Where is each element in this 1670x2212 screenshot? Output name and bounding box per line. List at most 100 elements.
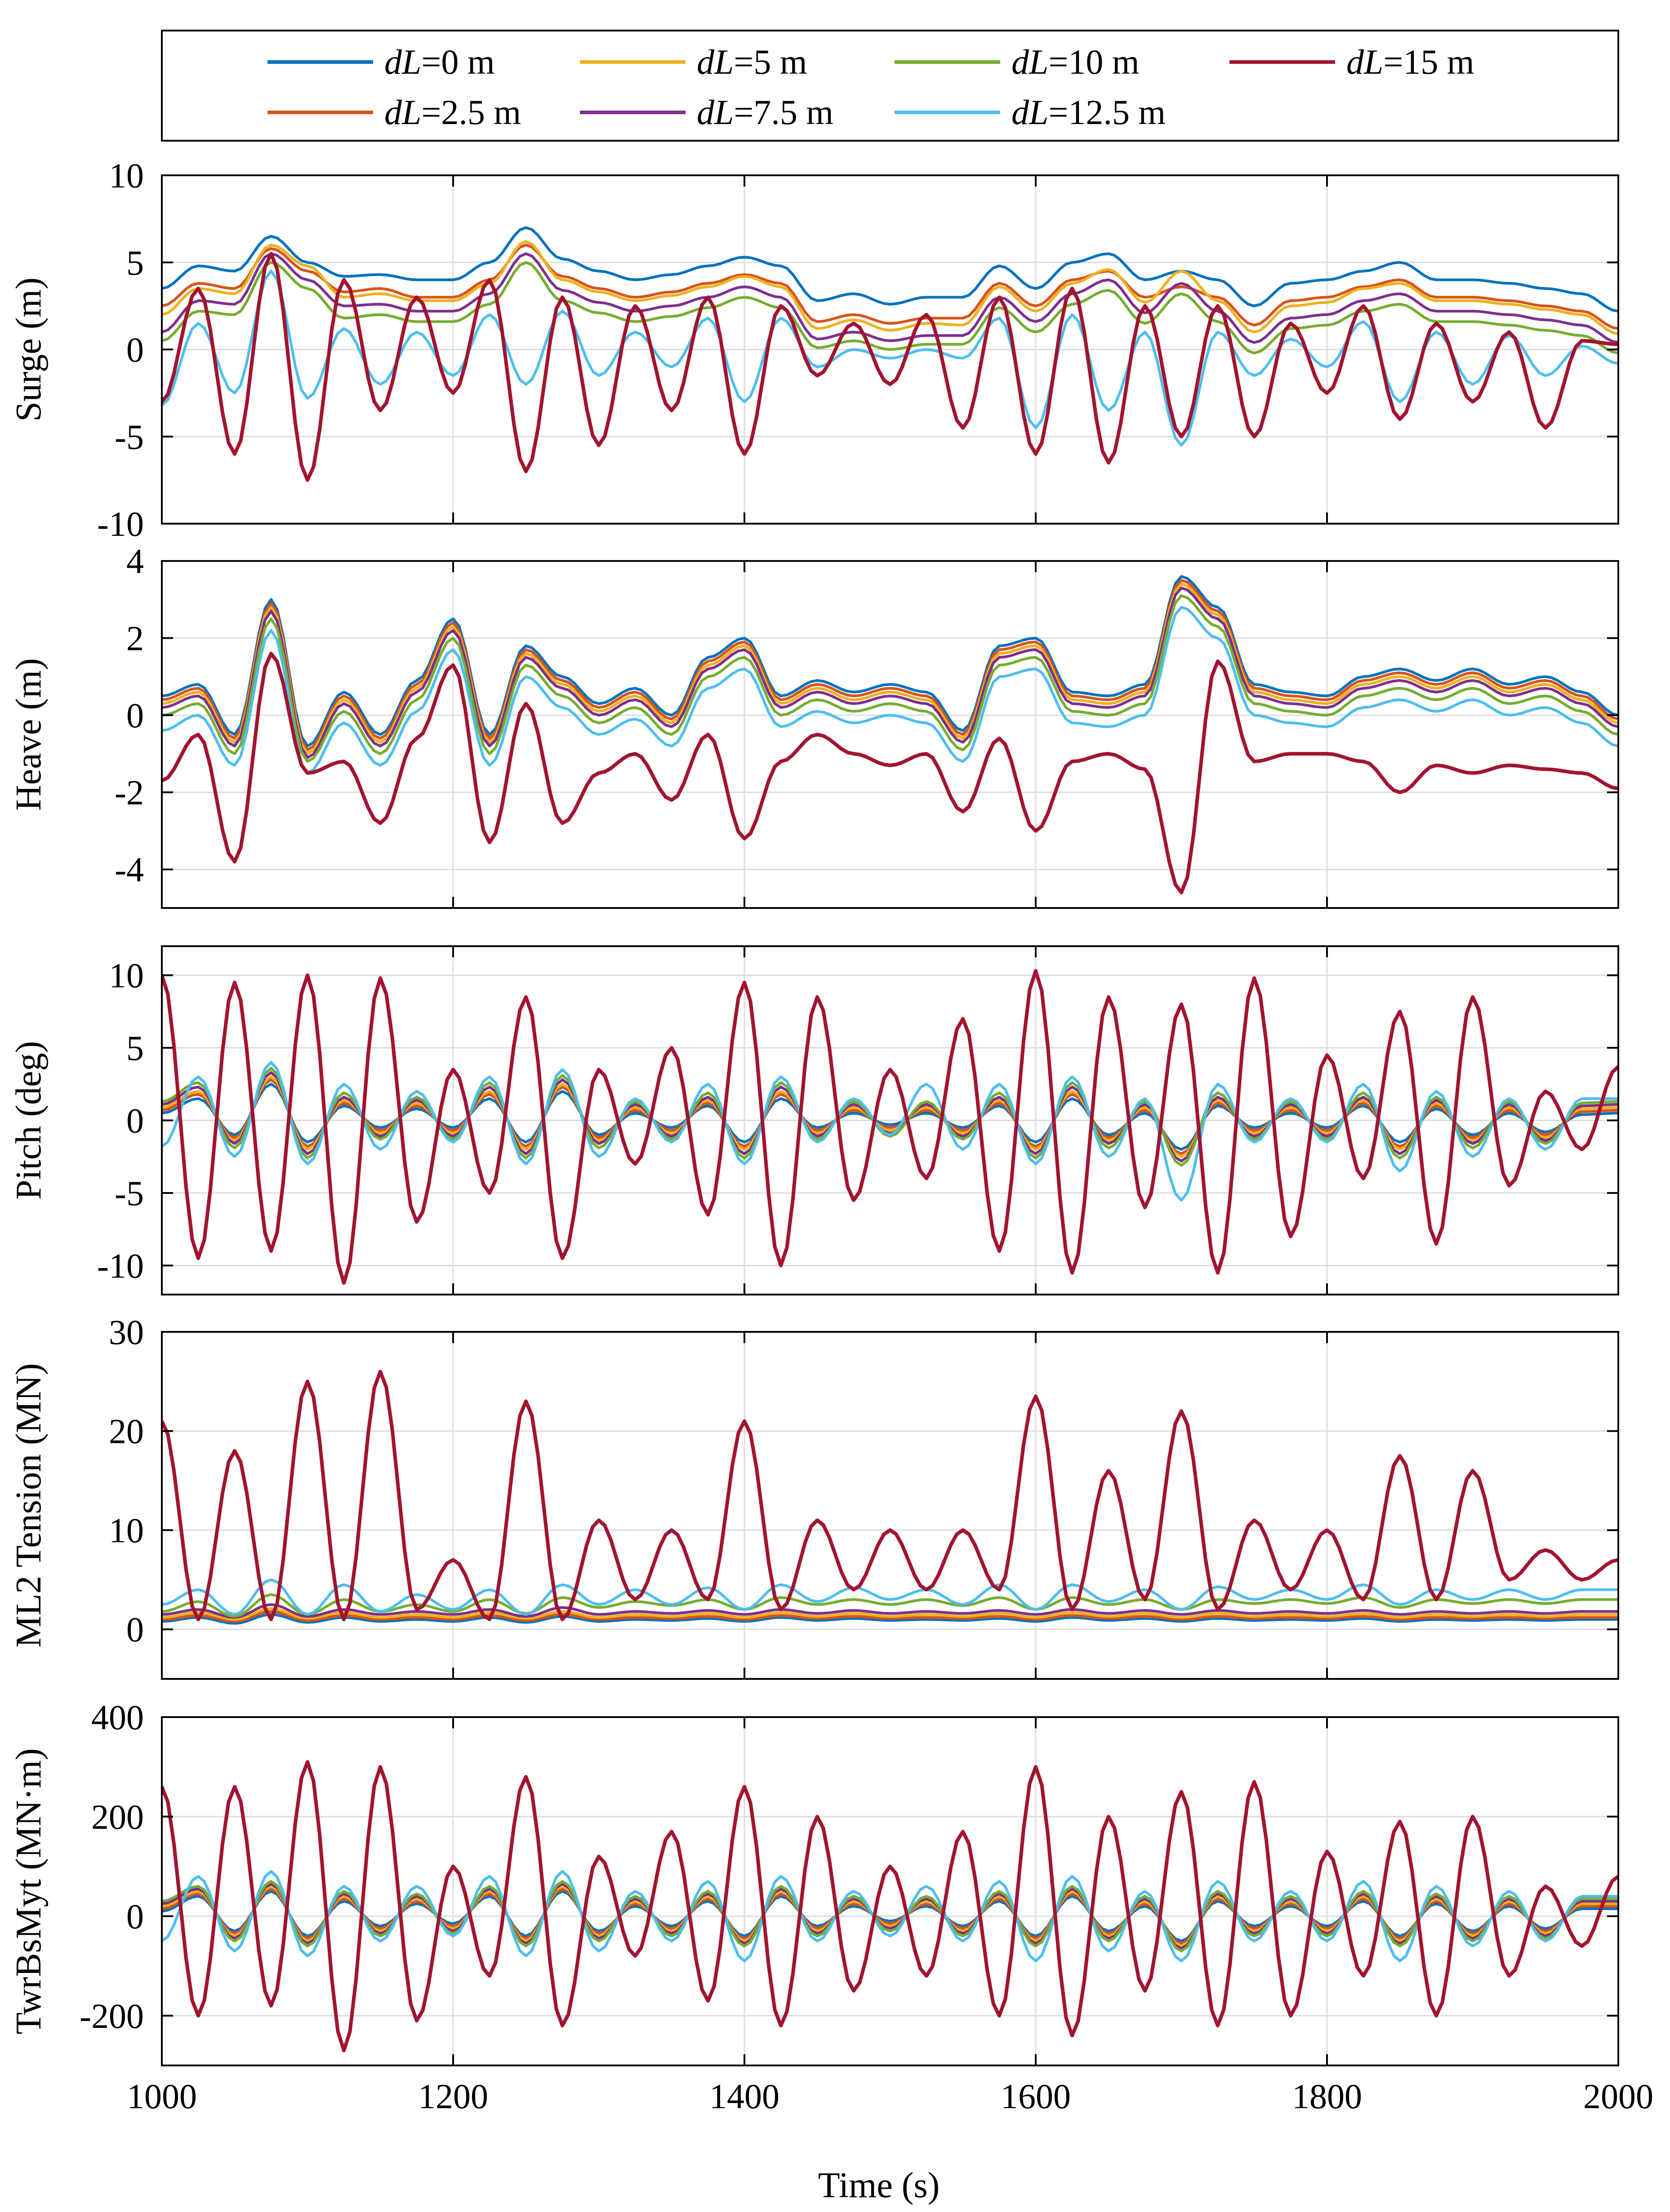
x-tick-label: 1400 — [709, 2077, 779, 2116]
panel-2: -4 -2 0 2 4 Heave (m) — [9, 542, 1619, 909]
legend-var: dL — [1011, 93, 1048, 132]
series-line — [162, 1760, 1618, 2052]
x-tick-label: 1800 — [1292, 2077, 1362, 2116]
y-tick-label: -10 — [97, 504, 144, 543]
series-line — [162, 1607, 1618, 1621]
y-tick-label: 5 — [126, 1028, 144, 1068]
y-tick-label: 0 — [126, 330, 144, 369]
legend-var: dL — [384, 42, 421, 81]
x-axis-label: Time (s) — [818, 2166, 940, 2205]
series-line — [162, 226, 1618, 313]
series-line — [162, 1613, 1618, 1625]
y-tick-label: -2 — [115, 773, 144, 812]
legend-value: =0 m — [421, 42, 494, 81]
plot-area — [162, 561, 1618, 908]
series-group — [162, 575, 1618, 895]
panel-5: 1000 1200 1400 1600 1800 2000 -200 0 200 400 TwrBs… — [9, 1698, 1653, 2116]
y-tick-label: -10 — [97, 1246, 144, 1285]
y-axis-label: ML2 Tension (MN) — [9, 1363, 49, 1648]
panel-3: -10 -5 0 5 10 Pitch (deg) — [9, 945, 1619, 1295]
series-group — [162, 969, 1618, 1285]
y-tick-label: -5 — [115, 1174, 144, 1213]
legend-var: dL — [1011, 42, 1048, 81]
series-group — [162, 226, 1618, 482]
series-line — [162, 1061, 1618, 1202]
series-line — [162, 579, 1618, 752]
legend-label: dL=7.5 m — [697, 93, 833, 132]
x-tick-label: 1600 — [1001, 2077, 1071, 2116]
y-tick-label: 200 — [91, 1797, 144, 1836]
x-tick-label: 1000 — [127, 2077, 197, 2116]
legend-entry: dL=15 m — [1229, 42, 1474, 81]
y-tick-label: 400 — [91, 1698, 144, 1737]
legend-value: =5 m — [734, 42, 807, 81]
legend-entry: dL=7.5 m — [580, 93, 833, 132]
axes-box — [161, 1716, 1619, 2066]
y-tick-label: -200 — [80, 1996, 144, 2035]
y-tick-label: -5 — [115, 417, 144, 456]
legend-value: =10 m — [1048, 42, 1139, 81]
legend-var: dL — [1346, 42, 1383, 81]
series-line — [162, 1603, 1618, 1619]
plot-area — [162, 1332, 1618, 1679]
y-tick-label: 0 — [126, 1101, 144, 1140]
legend-entry: dL=5 m — [580, 42, 807, 81]
legend-label: dL=5 m — [697, 42, 807, 81]
series-line — [162, 252, 1618, 482]
legend: dL=0 mdL=2.5 mdL=5 mdL=7.5 mdL=10 mdL=12… — [161, 30, 1619, 142]
series-line — [162, 1370, 1618, 1621]
series-line — [162, 252, 1618, 344]
legend-box — [161, 30, 1619, 142]
series-line — [162, 594, 1618, 763]
legend-label: dL=10 m — [1011, 42, 1140, 81]
legend-var: dL — [697, 93, 734, 132]
legend-items: dL=0 mdL=2.5 mdL=5 mdL=7.5 mdL=10 mdL=12… — [267, 42, 1474, 132]
legend-value: =7.5 m — [734, 93, 833, 132]
legend-var: dL — [384, 93, 421, 132]
y-tick-label: 0 — [126, 1610, 144, 1649]
legend-label: dL=2.5 m — [384, 93, 521, 132]
y-tick-label: 4 — [126, 542, 144, 581]
series-line — [162, 1870, 1618, 1963]
legend-label: dL=15 m — [1346, 42, 1474, 81]
series-line — [162, 583, 1618, 755]
y-tick-label: 30 — [109, 1313, 144, 1352]
axes-box — [161, 1331, 1619, 1680]
panel-4: 0 10 20 30 ML2 Tension (MN) — [9, 1313, 1619, 1680]
legend-value: =2.5 m — [421, 93, 521, 132]
legend-entry: dL=10 m — [895, 42, 1140, 81]
legend-entry: dL=12.5 m — [895, 93, 1166, 132]
legend-entry: dL=2.5 m — [267, 93, 521, 132]
series-line — [162, 1610, 1618, 1623]
axes-box — [161, 560, 1619, 909]
series-line — [162, 575, 1618, 748]
series-group — [162, 1760, 1618, 2052]
legend-label: dL=12.5 m — [1011, 93, 1166, 132]
y-tick-label: -4 — [115, 850, 144, 889]
y-tick-label: 5 — [126, 243, 144, 282]
legend-label: dL=0 m — [384, 42, 495, 81]
plot-area — [162, 1717, 1618, 2065]
y-axis-label: Pitch (deg) — [9, 1041, 49, 1200]
y-axis-label: TwrBsMyt (MN·m) — [9, 1748, 49, 2034]
series-group — [162, 1370, 1618, 1625]
legend-value: =12.5 m — [1048, 93, 1166, 132]
legend-entry: dL=0 m — [267, 42, 495, 81]
series-line — [162, 1578, 1618, 1616]
panel-1: -10 -5 0 5 10 Surge (m) — [9, 156, 1619, 543]
series-line — [162, 651, 1618, 895]
series-line — [162, 587, 1618, 759]
y-axis-label: Surge (m) — [9, 277, 49, 422]
y-tick-label: 0 — [126, 1897, 144, 1936]
series-line — [162, 605, 1618, 774]
legend-var: dL — [697, 42, 734, 81]
series-line — [162, 969, 1618, 1285]
panels: -10 -5 0 5 10 Surge (m) -4 -2 0 2 4 Heave (m) -10 -5 0… — [9, 156, 1653, 2116]
x-tick-label: 1200 — [418, 2077, 488, 2116]
y-tick-label: 10 — [109, 1511, 144, 1550]
legend-value: =15 m — [1383, 42, 1474, 81]
series-line — [162, 244, 1618, 330]
y-tick-label: 2 — [126, 619, 144, 658]
y-tick-label: 0 — [126, 696, 144, 735]
